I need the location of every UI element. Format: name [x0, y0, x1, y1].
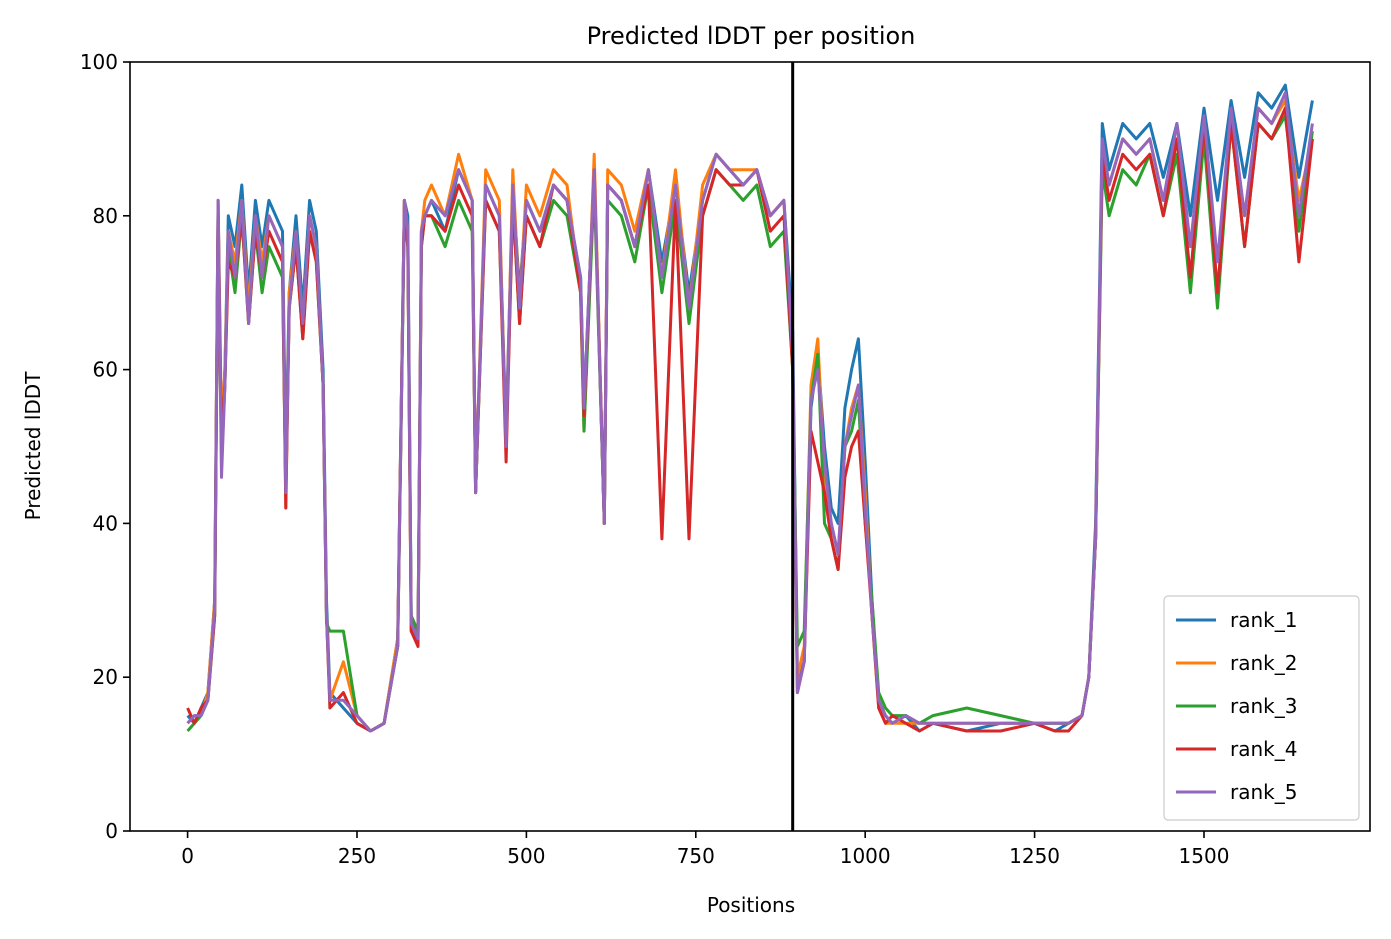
x-axis-label: Positions	[707, 893, 795, 917]
x-tick-label: 0	[181, 844, 194, 868]
legend: rank_1 rank_2 rank_3 rank_4 rank_5	[1163, 595, 1360, 821]
x-tick-label: 1500	[1179, 844, 1230, 868]
series-line-rank_3	[186, 114, 1314, 733]
series-layer	[186, 83, 1314, 733]
legend-label: rank_2	[1230, 651, 1297, 675]
y-axis-label: Predicted lDDT	[21, 371, 45, 521]
legend-label: rank_1	[1230, 608, 1297, 632]
series-line-rank_1	[186, 83, 1314, 733]
x-tick-label: 500	[507, 844, 545, 868]
series-line-rank_2	[186, 99, 1314, 733]
x-axis-ticks: 0 250 500 750 1000 1250 1500	[181, 831, 1229, 868]
y-axis-ticks: 0 20 40 60 80 100	[80, 50, 130, 843]
legend-label: rank_5	[1230, 780, 1297, 804]
x-tick-label: 1000	[840, 844, 891, 868]
plot-frame	[129, 61, 1371, 832]
x-tick-label: 250	[338, 844, 376, 868]
series-line-rank_5	[186, 91, 1314, 733]
legend-box	[1163, 595, 1360, 821]
x-tick-label: 1250	[1009, 844, 1060, 868]
chart-title: Predicted lDDT per position	[587, 22, 916, 50]
x-tick-label: 750	[677, 844, 715, 868]
y-tick-label: 0	[105, 819, 118, 843]
y-tick-label: 80	[93, 204, 118, 228]
y-tick-label: 100	[80, 50, 118, 74]
y-tick-label: 60	[93, 358, 118, 382]
series-line-rank_4	[186, 106, 1314, 733]
y-tick-label: 20	[93, 665, 118, 689]
legend-label: rank_4	[1230, 737, 1297, 761]
legend-label: rank_3	[1230, 694, 1297, 718]
y-tick-label: 40	[93, 511, 118, 535]
